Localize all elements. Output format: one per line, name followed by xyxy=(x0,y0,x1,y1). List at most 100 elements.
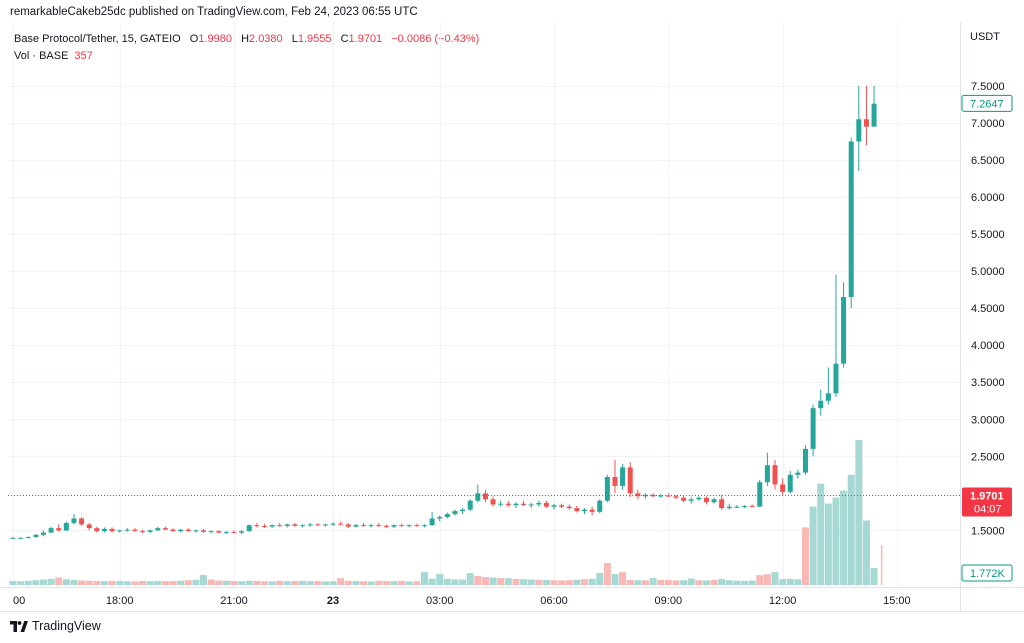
high-value: 2.0380 xyxy=(249,33,283,45)
volume-bar xyxy=(649,578,657,585)
candle-body xyxy=(444,514,450,518)
volume-bar xyxy=(62,579,70,585)
volume-bar xyxy=(771,572,779,585)
volume-bar xyxy=(687,578,695,585)
volume-bar xyxy=(283,581,291,585)
candle-body xyxy=(10,537,16,539)
candle xyxy=(361,522,367,527)
volume-bar xyxy=(169,581,177,585)
candle xyxy=(399,523,405,527)
candle xyxy=(513,502,519,509)
candle-body xyxy=(452,511,458,515)
candle-body xyxy=(841,297,847,364)
candle-body xyxy=(726,506,732,509)
volume-bar xyxy=(626,580,634,585)
candle-body xyxy=(421,525,427,527)
time-tick-label: 00 xyxy=(13,595,25,607)
volume-bar xyxy=(32,580,40,585)
volume-bar xyxy=(344,580,352,585)
volume-bar xyxy=(390,581,398,585)
candle-body xyxy=(475,493,481,501)
candle xyxy=(749,504,755,508)
volume-bar xyxy=(641,580,649,585)
candle xyxy=(696,496,702,501)
volume-bar xyxy=(93,581,101,585)
time-tick-label: 09:00 xyxy=(655,595,683,607)
candle-body xyxy=(620,467,626,486)
candle-body xyxy=(711,499,717,503)
candle xyxy=(48,526,54,534)
volume-bar xyxy=(489,577,497,585)
volume-bar xyxy=(680,580,688,585)
candle xyxy=(703,496,709,505)
candle-body xyxy=(681,497,687,501)
volume-bar xyxy=(702,580,710,585)
candle-body xyxy=(437,517,443,519)
candle xyxy=(101,527,107,533)
volume-bar xyxy=(47,578,55,585)
volume-bar xyxy=(832,497,840,585)
candle xyxy=(475,484,481,503)
candle-body xyxy=(322,524,328,526)
volume-bar xyxy=(238,581,246,585)
candle xyxy=(170,528,176,532)
candle-body xyxy=(246,525,252,532)
volume-bar xyxy=(481,577,489,585)
candle-body xyxy=(802,448,808,473)
volume-bar xyxy=(420,572,428,585)
volume-tag-box xyxy=(961,564,1013,582)
candle xyxy=(338,521,344,526)
candle-body xyxy=(673,496,679,498)
price-tick-label: 5.5000 xyxy=(971,229,1005,241)
low-label: L xyxy=(291,33,298,45)
volume-bar xyxy=(352,581,360,585)
candle-body xyxy=(612,477,618,486)
candle-body xyxy=(292,524,298,526)
volume-bar xyxy=(207,579,215,585)
candle xyxy=(231,530,237,534)
symbol-label[interactable]: Base Protocol/Tether, 15, GATEIO xyxy=(14,33,181,45)
volume-bar xyxy=(855,440,863,585)
candle-body xyxy=(414,525,420,527)
candle xyxy=(376,522,382,527)
candle-body xyxy=(376,525,382,527)
volume-bar xyxy=(786,578,794,585)
volume-bar xyxy=(794,579,802,585)
volume-bar xyxy=(24,580,32,585)
high-label: H xyxy=(241,33,250,45)
volume-legend-row: Vol · BASE 357 xyxy=(14,48,479,65)
volume-label[interactable]: Vol · BASE xyxy=(14,50,69,62)
volume-bar xyxy=(817,483,825,585)
volume-bar xyxy=(801,527,809,585)
candle-body xyxy=(856,119,862,142)
volume-bar xyxy=(360,581,368,585)
price-tick-label: 4.0000 xyxy=(971,340,1005,352)
open-label: O xyxy=(189,33,199,45)
candle-body xyxy=(140,531,146,533)
time-axis: 00 18:00 21:00 23 03:00 06:00 09:00 12:00 15:00 xyxy=(13,595,911,607)
candle xyxy=(269,524,275,529)
candle xyxy=(635,489,641,500)
volume-bar xyxy=(200,575,207,585)
candle-body xyxy=(757,482,763,507)
volume-bar xyxy=(504,578,512,585)
change-value: −0.0086 (−0.43%) xyxy=(391,33,480,45)
candle-body xyxy=(742,505,748,507)
candle xyxy=(772,460,778,490)
volume-bar xyxy=(116,581,124,585)
volume-bar xyxy=(756,575,764,585)
candle-body xyxy=(559,505,565,507)
open-value: 1.9980 xyxy=(198,33,232,45)
candle xyxy=(536,500,542,507)
candle xyxy=(132,528,138,532)
candles xyxy=(10,85,877,539)
candle xyxy=(300,524,306,528)
candle xyxy=(239,530,245,535)
volume-bar xyxy=(741,580,749,585)
candle-body xyxy=(795,472,801,475)
price-tick-label: 7.5000 xyxy=(971,81,1005,93)
close-value: 1.9701 xyxy=(348,33,383,45)
volume-bar xyxy=(725,580,733,585)
candle-body xyxy=(345,524,351,527)
